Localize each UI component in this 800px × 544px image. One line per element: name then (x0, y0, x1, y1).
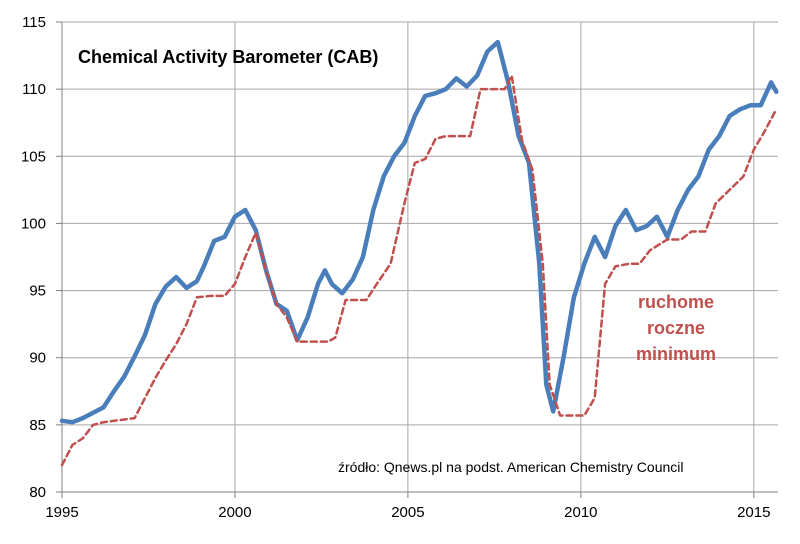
series-lines (59, 39, 779, 467)
x-tick-label: 2000 (218, 504, 251, 521)
annotation-line-2: roczne (647, 318, 705, 338)
x-tick-label: 2015 (737, 504, 770, 521)
annotation-line-1: ruchome (638, 292, 714, 312)
y-tick-label: 95 (29, 283, 46, 300)
y-tick-label: 80 (29, 484, 46, 501)
y-tick-label: 90 (29, 350, 46, 367)
axes (56, 21, 778, 498)
y-tick-label: 85 (29, 417, 46, 434)
y-tick-label: 110 (22, 81, 46, 98)
x-tick-label: 2005 (391, 504, 424, 521)
series-moving-annual-minimum (60, 74, 778, 467)
gridlines (62, 21, 778, 492)
source-note: źródło: Qnews.pl na podst. American Chem… (338, 459, 683, 475)
y-tick-label: 100 (21, 215, 46, 232)
chart-title: Chemical Activity Barometer (CAB) (78, 47, 378, 67)
x-tick-label: 1995 (45, 504, 78, 521)
annotation-line-3: minimum (636, 344, 716, 364)
y-tick-label: 105 (21, 148, 46, 165)
series-cab (59, 39, 779, 425)
y-tick-label: 115 (22, 14, 46, 31)
x-tick-label: 2010 (564, 504, 597, 521)
tick-labels: 80 85 90 95 100 105 110 115 1995 2000 2005 2010 2015 (21, 14, 771, 521)
